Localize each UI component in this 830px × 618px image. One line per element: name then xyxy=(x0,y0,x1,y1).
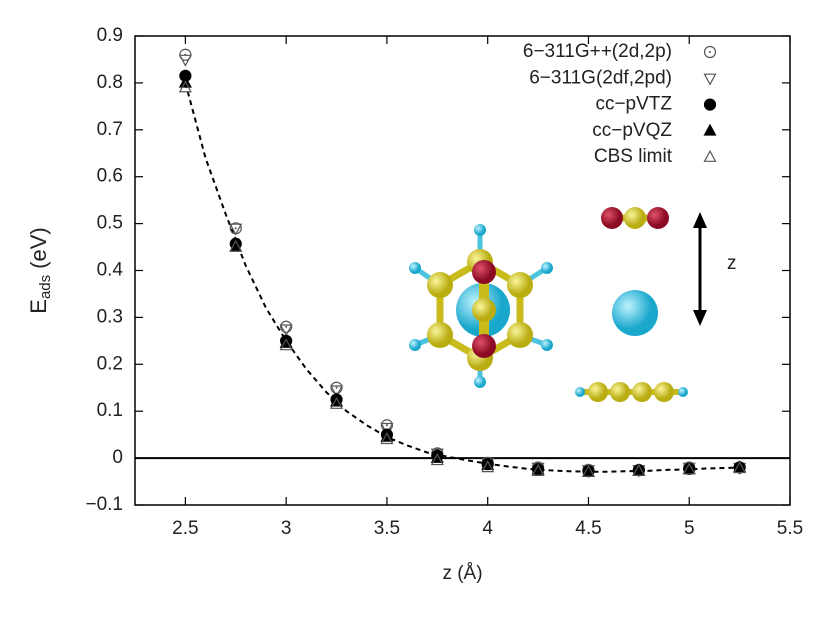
marker xyxy=(178,54,192,67)
legend-label: cc−pVQZ xyxy=(592,120,672,141)
y-axis-label-part: (eV) xyxy=(26,227,51,269)
x-tick-label: 5.5 xyxy=(777,518,803,539)
fit-curve xyxy=(184,82,740,473)
marker xyxy=(229,239,243,252)
legend-marker xyxy=(703,98,717,111)
marker-dot xyxy=(285,325,288,328)
legend-marker xyxy=(703,149,717,162)
marker xyxy=(229,223,243,236)
y-tick-label: 0.1 xyxy=(97,400,123,421)
marker xyxy=(330,396,344,409)
legend-marker xyxy=(703,45,717,59)
marker xyxy=(581,464,595,477)
x-tick-label: 4 xyxy=(482,518,493,539)
marker xyxy=(632,463,646,476)
legend-label: 6−311G++(2d,2p) xyxy=(523,41,672,62)
marker xyxy=(733,461,747,474)
marker-dot xyxy=(385,424,388,427)
y-tick-label: 0.5 xyxy=(97,213,123,234)
legend-marker xyxy=(703,73,717,86)
y-tick-label: −0.1 xyxy=(85,494,123,515)
marker xyxy=(280,320,293,333)
annotation: z xyxy=(727,253,737,274)
legend-label: CBS limit xyxy=(594,146,673,167)
x-tick-label: 5 xyxy=(684,518,695,539)
x-tick-label: 3 xyxy=(281,518,292,539)
y-tick-label: 0.2 xyxy=(97,353,123,374)
x-axis-label: z (Å) xyxy=(442,563,482,584)
x-tick-label: 3.5 xyxy=(374,518,400,539)
molecule-inset xyxy=(409,207,707,402)
marker xyxy=(279,324,293,337)
y-tick-label: 0.7 xyxy=(97,119,123,140)
y-tick-label: 0 xyxy=(112,447,123,468)
marker xyxy=(330,381,343,394)
y-tick-label: 0.4 xyxy=(97,260,124,281)
marker xyxy=(481,460,495,473)
x-tick-label: 2.5 xyxy=(172,518,198,539)
y-axis-label-part: E xyxy=(26,299,51,314)
marker xyxy=(279,338,293,351)
marker xyxy=(178,80,192,93)
x-tick-label: 4.5 xyxy=(575,518,601,539)
marker xyxy=(531,463,545,476)
y-axis-label: Eads (eV) xyxy=(26,227,54,313)
marker-dot xyxy=(709,51,711,53)
legend-label: cc−pVTZ xyxy=(595,94,672,115)
marker-dot xyxy=(234,227,237,230)
marker xyxy=(380,432,394,445)
legend-label: 6−311G(2df,2pd) xyxy=(529,67,672,88)
marker xyxy=(682,462,696,475)
y-tick-label: 0.9 xyxy=(97,25,123,46)
legend-marker xyxy=(703,123,717,136)
marker-dot xyxy=(335,386,338,389)
y-tick-label: 0.8 xyxy=(97,72,123,93)
y-tick-label: 0.6 xyxy=(97,166,123,187)
y-tick-label: 0.3 xyxy=(97,306,123,327)
marker xyxy=(380,422,394,435)
marker xyxy=(430,453,444,466)
y-axis-label-part: ads xyxy=(37,275,54,299)
marker xyxy=(330,385,344,398)
